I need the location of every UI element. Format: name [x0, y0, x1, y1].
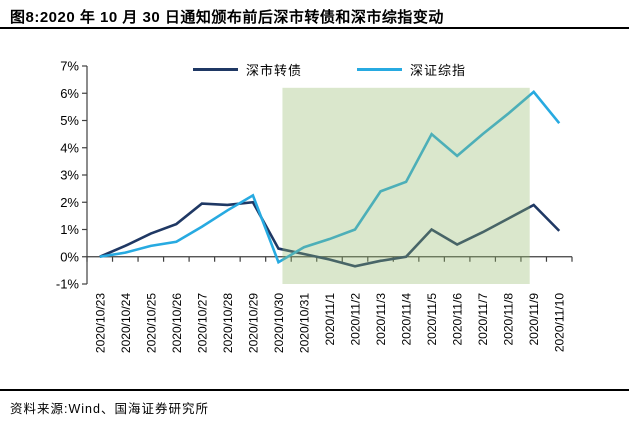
x-tick-label: 2020/10/31	[297, 293, 311, 353]
x-tick-label: 2020/10/23	[93, 293, 107, 353]
x-tick-label: 2020/10/29	[246, 293, 260, 353]
figure-title: 图8:2020 年 10 月 30 日通知颁布前后深市转债和深市综指变动	[10, 9, 444, 26]
y-tick-label: 1%	[60, 222, 79, 237]
title-divider	[0, 27, 629, 29]
source-note: 资料来源:Wind、国海证券研究所	[10, 402, 209, 416]
legend-line-swatch-navy	[192, 68, 238, 71]
series-line-1	[99, 90, 561, 265]
series-line-0	[99, 200, 561, 268]
x-tick-label: 2020/10/25	[144, 293, 158, 353]
x-tick-label: 2020/10/27	[195, 293, 209, 353]
legend-item-shenzhen-composite-index: 深证综指	[357, 60, 466, 79]
y-tick-label: -1%	[56, 277, 80, 292]
footer-divider	[0, 389, 629, 391]
x-tick-label: 2020/11/7	[476, 293, 490, 346]
legend-label: 深市转债	[245, 63, 302, 78]
x-tick-label: 2020/11/2	[349, 293, 363, 346]
y-tick-label: 0%	[60, 249, 79, 264]
y-tick-label: 2%	[60, 195, 79, 210]
legend-item-shenzhen-convertible-bond: 深市转债	[192, 60, 302, 79]
x-tick-label: 2020/10/24	[119, 293, 133, 353]
x-tick-label: 2020/11/6	[451, 293, 465, 346]
y-tick-label: 6%	[60, 86, 79, 101]
x-tick-label: 2020/11/8	[502, 293, 516, 346]
x-tick-label: 2020/11/1	[323, 293, 337, 346]
highlight-region	[282, 87, 530, 284]
x-tick-label: 2020/10/26	[170, 293, 184, 353]
chart-legend: 深市转债 深证综指	[87, 60, 572, 79]
x-tick-label: 2020/11/9	[527, 293, 541, 346]
legend-label: 深证综指	[410, 63, 467, 78]
y-tick-label: 7%	[60, 59, 79, 74]
legend-line-swatch-cyan	[357, 68, 402, 71]
x-tick-label: 2020/10/30	[272, 293, 286, 353]
x-tick-label: 2020/11/10	[553, 293, 567, 352]
x-tick-label: 2020/11/3	[374, 293, 388, 346]
x-tick-label: 2020/11/4	[400, 293, 414, 346]
y-tick-label: 3%	[60, 168, 79, 183]
x-tick-label: 2020/11/5	[425, 293, 439, 346]
y-tick-label: 5%	[60, 113, 79, 128]
y-tick-label: 4%	[60, 140, 79, 155]
x-tick-label: 2020/10/28	[221, 293, 235, 353]
